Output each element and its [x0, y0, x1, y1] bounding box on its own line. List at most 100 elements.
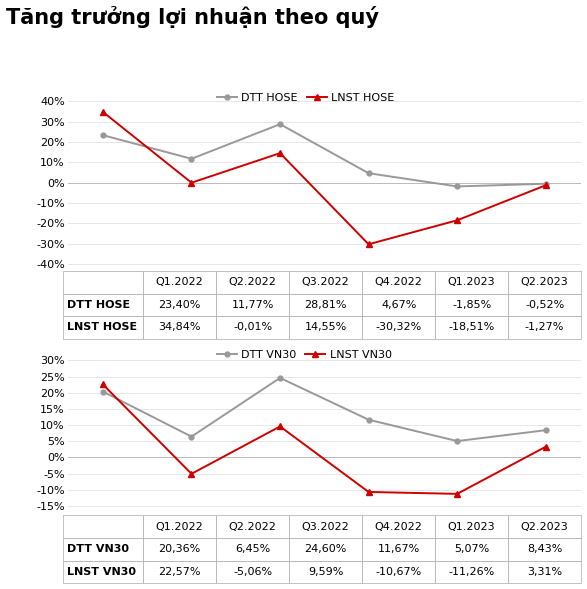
DTT HOSE	[99, 131, 106, 138]
Bar	[216, 271, 289, 293]
Line: DTT HOSE: DTT HOSE	[100, 122, 548, 189]
Text: Q2.2022: Q2.2022	[229, 277, 276, 287]
Bar	[508, 293, 581, 316]
Bar	[63, 293, 143, 316]
Bar	[508, 538, 581, 561]
LNST VN30	[542, 443, 549, 450]
Bar	[362, 561, 435, 583]
DTT HOSE	[542, 180, 549, 187]
DTT VN30	[188, 433, 195, 440]
Bar	[362, 293, 435, 316]
DTT HOSE	[365, 170, 372, 177]
Bar	[289, 515, 362, 538]
LNST VN30	[365, 488, 372, 495]
LNST HOSE	[542, 182, 549, 189]
DTT HOSE	[188, 155, 195, 163]
LNST VN30	[276, 423, 284, 430]
Bar	[63, 316, 143, 339]
Bar	[435, 561, 508, 583]
Text: Q3.2022: Q3.2022	[302, 277, 349, 287]
Text: 8,43%: 8,43%	[527, 544, 562, 554]
Text: 6,45%: 6,45%	[235, 544, 270, 554]
LNST HOSE	[454, 217, 461, 224]
Bar	[63, 561, 143, 583]
Text: 24,60%: 24,60%	[305, 544, 347, 554]
Bar	[143, 538, 216, 561]
Text: -18,51%: -18,51%	[448, 322, 495, 332]
Bar	[143, 293, 216, 316]
Text: 20,36%: 20,36%	[158, 544, 201, 554]
Text: 11,77%: 11,77%	[231, 300, 274, 310]
Bar	[216, 316, 289, 339]
Bar	[362, 538, 435, 561]
Text: 11,67%: 11,67%	[377, 544, 420, 554]
Bar	[143, 515, 216, 538]
Bar	[362, 271, 435, 293]
Bar	[508, 316, 581, 339]
LNST HOSE	[188, 179, 195, 186]
Legend: DTT VN30, LNST VN30: DTT VN30, LNST VN30	[217, 350, 392, 360]
Bar	[216, 293, 289, 316]
Bar	[508, 561, 581, 583]
Text: Q4.2022: Q4.2022	[375, 277, 423, 287]
Bar	[216, 561, 289, 583]
DTT VN30	[99, 388, 106, 395]
Text: -1,27%: -1,27%	[525, 322, 564, 332]
LNST VN30	[454, 490, 461, 497]
Line: DTT VN30: DTT VN30	[100, 375, 548, 444]
Bar	[289, 561, 362, 583]
Bar	[143, 271, 216, 293]
Bar	[435, 538, 508, 561]
LNST VN30	[99, 381, 106, 388]
Text: Tăng trưởng lợi nhuận theo quý: Tăng trưởng lợi nhuận theo quý	[6, 6, 379, 28]
Bar	[63, 515, 143, 538]
Text: LNST HOSE: LNST HOSE	[67, 322, 137, 332]
Bar	[289, 271, 362, 293]
Bar	[63, 271, 143, 293]
Text: 28,81%: 28,81%	[305, 300, 347, 310]
Bar	[435, 515, 508, 538]
Text: Q1.2022: Q1.2022	[156, 522, 204, 532]
DTT VN30	[276, 375, 284, 382]
Text: Q2.2023: Q2.2023	[521, 277, 568, 287]
Bar	[216, 538, 289, 561]
DTT VN30	[542, 426, 549, 434]
Text: Q2.2022: Q2.2022	[229, 522, 276, 532]
Bar	[435, 293, 508, 316]
Bar	[362, 316, 435, 339]
Legend: DTT HOSE, LNST HOSE: DTT HOSE, LNST HOSE	[217, 93, 394, 103]
Line: LNST HOSE: LNST HOSE	[99, 108, 549, 248]
Text: 9,59%: 9,59%	[308, 567, 343, 577]
Text: Q1.2022: Q1.2022	[156, 277, 204, 287]
DTT VN30	[365, 416, 372, 423]
LNST HOSE	[276, 150, 284, 157]
Bar	[289, 316, 362, 339]
LNST VN30	[188, 470, 195, 477]
Bar	[143, 316, 216, 339]
Text: -5,06%: -5,06%	[233, 567, 272, 577]
Bar	[216, 515, 289, 538]
Text: 4,67%: 4,67%	[381, 300, 416, 310]
Line: LNST VN30: LNST VN30	[99, 381, 549, 497]
Text: Q1.2023: Q1.2023	[448, 522, 495, 532]
Text: 14,55%: 14,55%	[305, 322, 347, 332]
Bar	[63, 538, 143, 561]
Text: -0,52%: -0,52%	[525, 300, 564, 310]
Text: DTT VN30: DTT VN30	[67, 544, 129, 554]
Text: -0,01%: -0,01%	[233, 322, 272, 332]
Text: DTT HOSE: DTT HOSE	[67, 300, 130, 310]
Text: -1,85%: -1,85%	[452, 300, 491, 310]
Bar	[289, 293, 362, 316]
Text: Q2.2023: Q2.2023	[521, 522, 568, 532]
LNST HOSE	[365, 241, 372, 248]
Bar	[362, 515, 435, 538]
Bar	[435, 271, 508, 293]
LNST HOSE	[99, 108, 106, 115]
DTT VN30	[454, 438, 461, 445]
Text: -30,32%: -30,32%	[376, 322, 422, 332]
Text: LNST VN30: LNST VN30	[67, 567, 136, 577]
Text: 3,31%: 3,31%	[527, 567, 562, 577]
DTT HOSE	[276, 121, 284, 128]
Text: 22,57%: 22,57%	[158, 567, 201, 577]
Bar	[435, 316, 508, 339]
